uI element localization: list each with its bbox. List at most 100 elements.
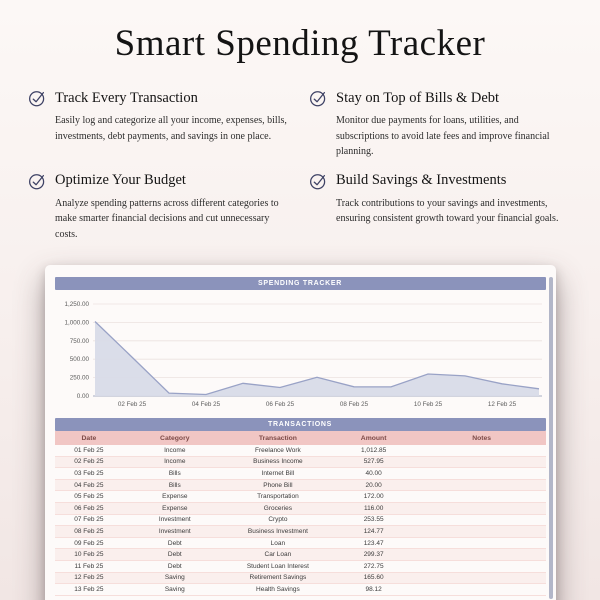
- table-cell: 06 Feb 25: [74, 504, 104, 512]
- table-cell: Investment: [158, 527, 191, 535]
- spreadsheet-card: SPENDING TRACKER 1,250.00 1,000.00 750.00 5…: [44, 265, 556, 600]
- table-cell: Business Investment: [247, 527, 308, 535]
- table-cell: 527.95: [363, 458, 384, 466]
- table-cell: Debt: [167, 551, 182, 559]
- table-cell: Investment: [158, 516, 191, 524]
- table-cell: Bills: [168, 469, 181, 477]
- column-header-notes: Notes: [472, 434, 492, 442]
- table-cell: 02 Feb 25: [74, 458, 104, 466]
- table-row: 10 Feb 25 Debt Car Loan 299.37: [54, 549, 546, 561]
- column-header-category: Category: [160, 434, 190, 442]
- table-cell: 123.47: [363, 539, 384, 547]
- table-cell: Business Income: [253, 458, 303, 466]
- table-cell: 12 Feb 25: [74, 574, 104, 582]
- table-cell: Loan: [270, 539, 286, 547]
- table-cell: Income: [164, 458, 186, 466]
- chart-area-fill: [94, 321, 539, 396]
- feature-item: Track Every Transaction Easily log and c…: [28, 89, 291, 160]
- column-header-amount: Amount: [360, 434, 387, 442]
- table-row: 08 Feb 25 Investment Business Investment 12…: [54, 526, 546, 538]
- feature-description: Track contributions to your savings and …: [336, 197, 559, 225]
- page: Smart Spending Tracker Track Every Trans…: [0, 22, 600, 600]
- table-row: 02 Feb 25 Income Business Income 527.95: [54, 456, 546, 469]
- table-cell: 01 Feb 25: [74, 446, 104, 454]
- table-cell: 11 Feb 25: [74, 562, 104, 570]
- table-body: 01 Feb 25 Income Freelance Work 1,012.85 02 …: [54, 445, 546, 596]
- table-cell: 04 Feb 25: [74, 481, 104, 489]
- feature-title: Optimize Your Budget: [55, 172, 186, 188]
- chart-y-tick-label: 750.00: [69, 338, 89, 345]
- table-cell: 299.37: [363, 551, 384, 559]
- chart-x-tick-label: 08 Feb 25: [339, 401, 368, 408]
- feature-item: Build Savings & Investments Track contri…: [309, 172, 572, 243]
- chart-x-tick-label: 12 Feb 25: [487, 401, 516, 408]
- table-cell: Phone Bill: [263, 481, 293, 489]
- feature-description: Analyze spending patterns across differe…: [55, 197, 279, 240]
- table-cell: 40.00: [365, 469, 382, 477]
- feature-title: Stay on Top of Bills & Debt: [336, 89, 500, 106]
- page-title: Smart Spending Tracker: [114, 23, 486, 64]
- column-header-date: Date: [81, 434, 97, 442]
- table-row: 05 Feb 25 Expense Transportation 172.00: [54, 491, 546, 503]
- feature-title: Build Savings & Investments: [336, 172, 507, 188]
- checkmark-circle-icon: [28, 172, 46, 190]
- table-cell: 05 Feb 25: [74, 493, 104, 501]
- table-cell: Debt: [167, 562, 182, 570]
- table-cell: 08 Feb 25: [74, 527, 104, 535]
- table-row: 11 Feb 25 Debt Student Loan Interest 272.75: [54, 560, 546, 573]
- sheet-scrollbar[interactable]: [548, 277, 553, 599]
- chart-x-tick-label: 02 Feb 25: [117, 401, 146, 408]
- chart-y-tick-label: 500.00: [69, 356, 89, 363]
- table-row: 12 Feb 25 Saving Retirement Savings 165.60: [54, 572, 546, 585]
- table-row: 09 Feb 25 Debt Loan 123.47: [54, 537, 546, 550]
- feature-item: Optimize Your Budget Analyze spending pa…: [28, 172, 291, 243]
- feature-title: Track Every Transaction: [55, 89, 198, 106]
- checkmark-circle-icon: [309, 89, 327, 107]
- table-row: 03 Feb 25 Bills Internet Bill 40.00: [54, 468, 546, 480]
- feature-description: Easily log and categorize all your incom…: [55, 115, 287, 142]
- transactions-header: TRANSACTIONS: [54, 418, 546, 431]
- table-cell: Freelance Work: [255, 446, 301, 454]
- table-row: 06 Feb 25 Expense Groceries 116.00: [54, 502, 546, 515]
- chart-line: [94, 321, 539, 396]
- table-cell: Income: [164, 446, 186, 454]
- table-cell: 20.00: [365, 481, 382, 489]
- table-cell: Bills: [168, 481, 181, 489]
- chart-x-tick-label: 06 Feb 25: [265, 401, 294, 408]
- table-cell: Expense: [162, 493, 188, 501]
- chart-y-tick-label: 1,250.00: [64, 301, 89, 308]
- table-row: 04 Feb 25 Bills Phone Bill 20.00: [54, 479, 546, 492]
- table-cell: Car Loan: [264, 551, 292, 559]
- table-cell: 13 Feb 25: [74, 585, 104, 593]
- table-cell: Saving: [164, 585, 185, 593]
- table-cell: 1,012.85: [360, 446, 387, 454]
- chart-x-tick-label: 04 Feb 25: [191, 401, 220, 408]
- checkmark-circle-icon: [309, 172, 327, 190]
- table-cell: 09 Feb 25: [74, 539, 104, 547]
- table-cell: 124.77: [363, 527, 384, 535]
- table-cell: Student Loan Interest: [246, 562, 309, 570]
- table-cell: 172.00: [363, 493, 384, 501]
- table-row: 01 Feb 25 Income Freelance Work 1,012.85: [54, 445, 546, 457]
- table-cell: Expense: [162, 504, 188, 512]
- table-cell: 253.55: [363, 516, 384, 524]
- feature-item: Stay on Top of Bills & Debt Monitor due …: [309, 89, 572, 160]
- table-cell: Retirement Savings: [249, 574, 307, 582]
- table-cell: Debt: [167, 539, 182, 547]
- table-cell: Transportation: [257, 493, 299, 501]
- table-cell: Groceries: [263, 504, 292, 512]
- transactions-table: Date Category Transaction Amount Notes 01 Fe…: [54, 431, 546, 596]
- spending-chart: 1,250.00 1,000.00 750.00 500.00 250.00 0.00 02…: [55, 291, 546, 411]
- table-cell: Internet Bill: [261, 469, 295, 477]
- features-grid: Track Every Transaction Easily log and c…: [0, 89, 600, 242]
- table-cell: Crypto: [268, 516, 288, 524]
- chart-y-tick-label: 250.00: [69, 375, 89, 382]
- checkmark-circle-icon: [28, 89, 46, 107]
- table-cell: 272.75: [363, 562, 384, 570]
- chart-x-tick-label: 10 Feb 25: [413, 401, 442, 408]
- table-cell: 10 Feb 25: [74, 551, 104, 559]
- spending-tracker-header: SPENDING TRACKER: [54, 277, 546, 290]
- table-cell: 03 Feb 25: [74, 469, 104, 477]
- feature-description: Monitor due payments for loans, utilitie…: [336, 115, 550, 157]
- table-row: 13 Feb 25 Saving Health Savings 98.12: [54, 584, 546, 596]
